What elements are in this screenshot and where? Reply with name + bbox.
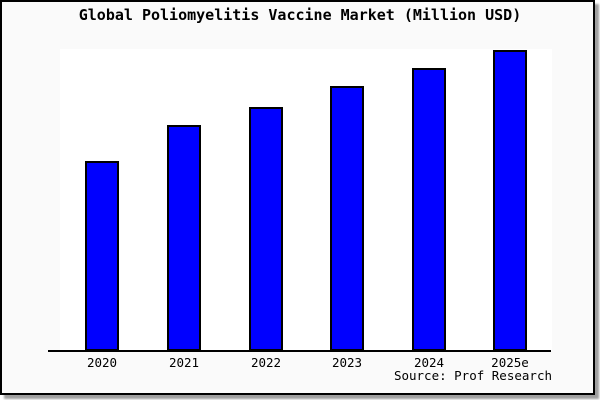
bar-2020 bbox=[85, 161, 119, 351]
x-axis-line bbox=[48, 350, 551, 352]
bar-2025e bbox=[493, 50, 527, 351]
bar-2022 bbox=[249, 107, 283, 351]
bar-2023 bbox=[330, 86, 364, 351]
chart-title: Global Poliomyelitis Vaccine Market (Mil… bbox=[78, 6, 522, 24]
bar-2021 bbox=[167, 125, 201, 351]
x-tick-label-2025e: 2025e bbox=[491, 355, 529, 370]
plot-area bbox=[60, 49, 552, 351]
x-tick-label-2023: 2023 bbox=[331, 355, 363, 370]
x-tick-label-2020: 2020 bbox=[86, 355, 118, 370]
bar-2024 bbox=[412, 68, 446, 351]
x-tick-label-2021: 2021 bbox=[168, 355, 200, 370]
source-credit: Source: Prof Research bbox=[393, 368, 552, 383]
x-tick-label-2022: 2022 bbox=[250, 355, 282, 370]
x-tick-label-2024: 2024 bbox=[413, 355, 445, 370]
